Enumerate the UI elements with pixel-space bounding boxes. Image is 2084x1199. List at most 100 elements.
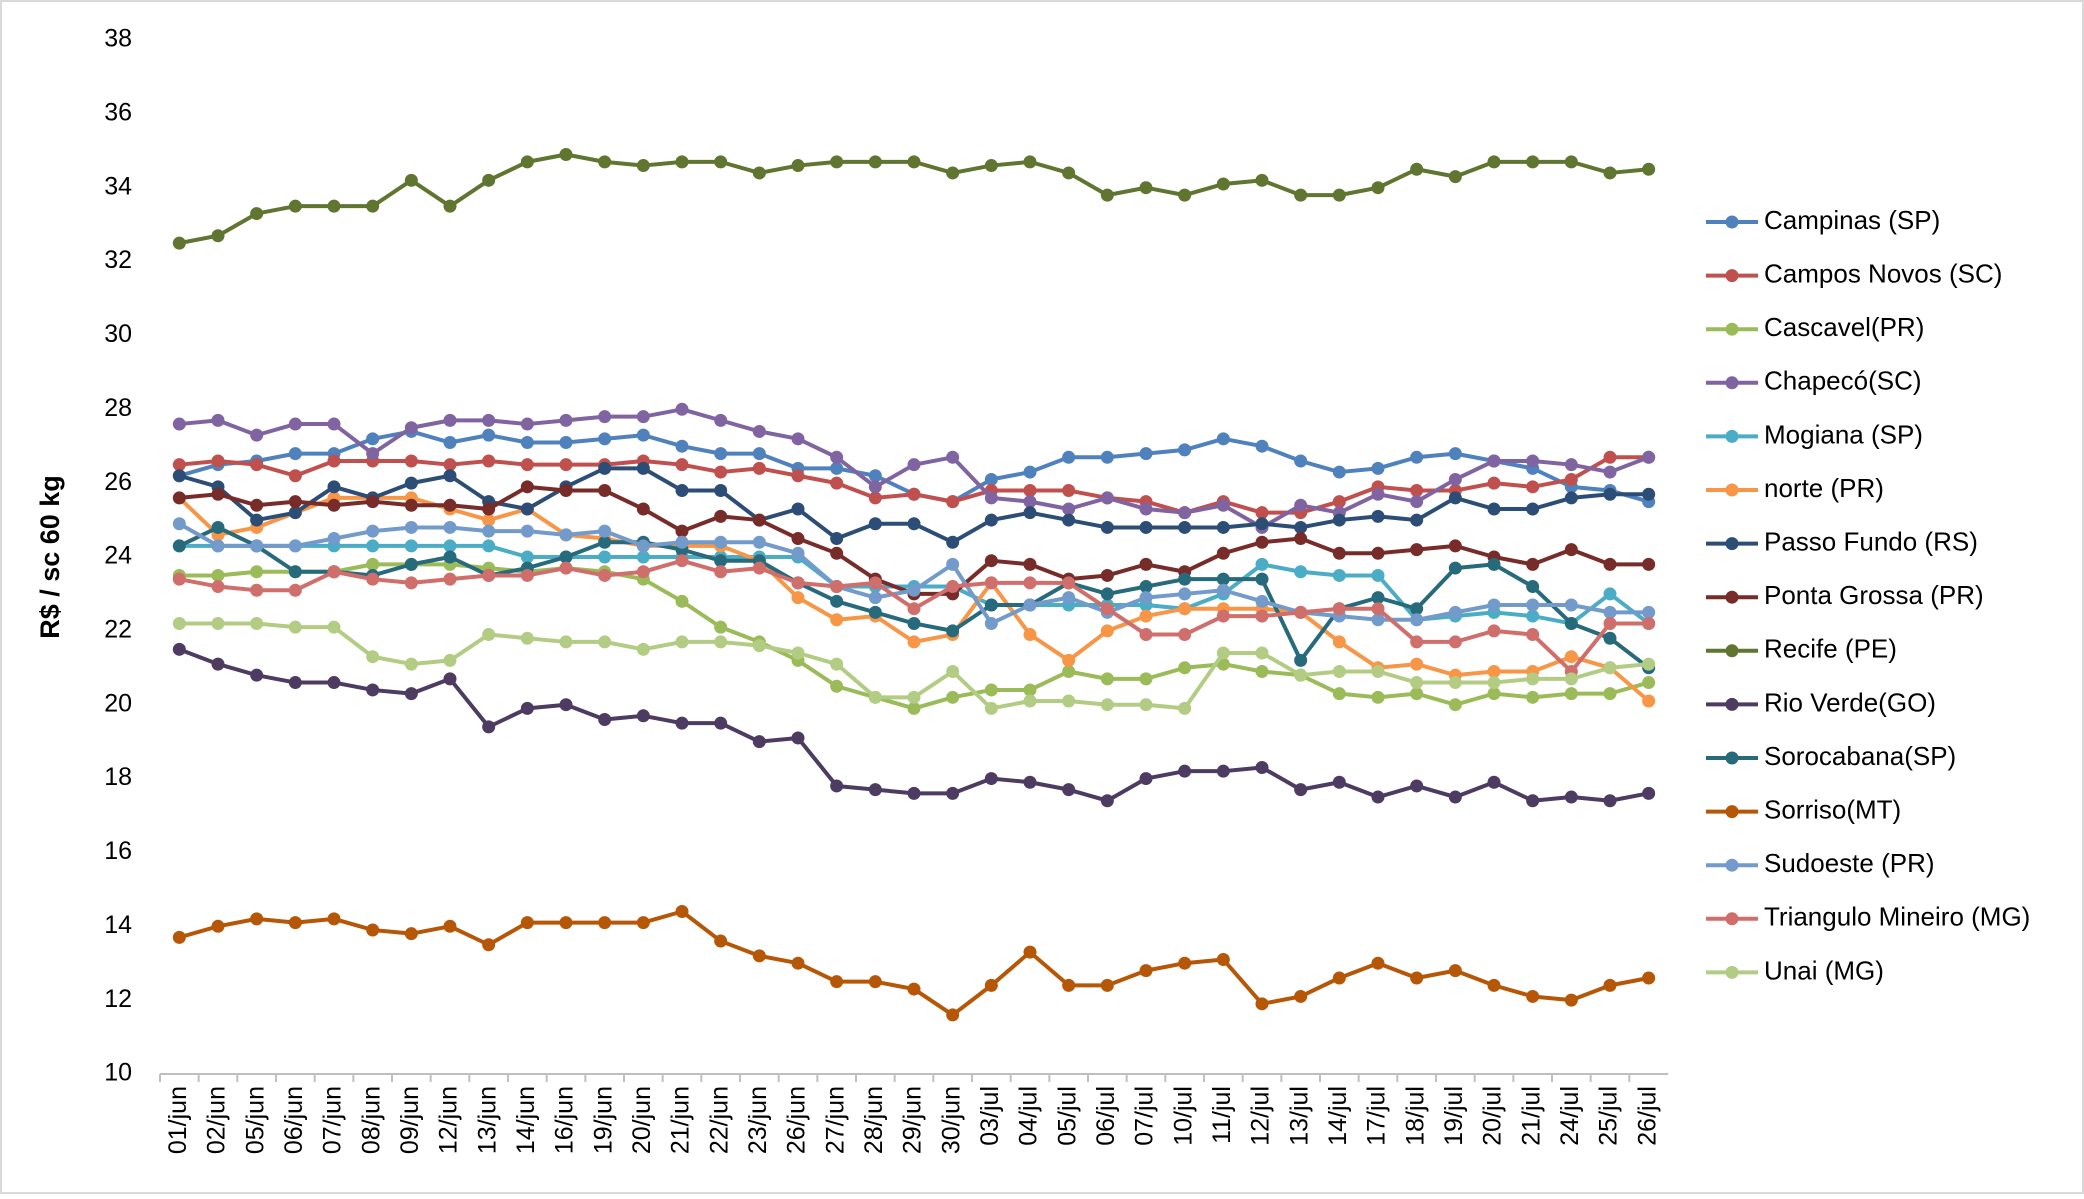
legend-marker bbox=[1725, 751, 1739, 765]
data-point bbox=[791, 532, 805, 546]
data-point bbox=[1294, 454, 1308, 468]
data-point bbox=[1526, 557, 1540, 571]
data-point bbox=[520, 502, 534, 516]
data-point bbox=[404, 927, 418, 941]
legend-label: norte (PR) bbox=[1764, 473, 1884, 503]
data-point bbox=[1603, 978, 1617, 992]
data-point bbox=[559, 528, 573, 542]
data-point bbox=[1216, 432, 1230, 446]
data-point bbox=[1332, 495, 1346, 509]
data-point bbox=[984, 598, 998, 612]
data-point bbox=[868, 975, 882, 989]
data-point bbox=[675, 716, 689, 730]
data-point bbox=[714, 413, 728, 427]
y-tick-label: 30 bbox=[104, 320, 132, 348]
data-point bbox=[172, 539, 186, 553]
data-point bbox=[1294, 668, 1308, 682]
data-point bbox=[752, 424, 766, 438]
data-point bbox=[984, 491, 998, 505]
data-point bbox=[1448, 635, 1462, 649]
data-point bbox=[443, 539, 457, 553]
data-point bbox=[907, 690, 921, 704]
data-point bbox=[598, 155, 612, 169]
legend-label: Campos Novos (SC) bbox=[1764, 258, 2002, 288]
y-tick-label: 18 bbox=[104, 763, 132, 791]
data-point bbox=[830, 580, 844, 594]
data-point bbox=[1139, 580, 1153, 594]
data-point bbox=[1642, 605, 1656, 619]
x-tick-label: 14/jun bbox=[512, 1086, 540, 1154]
data-point bbox=[1410, 543, 1424, 557]
data-point bbox=[1410, 613, 1424, 627]
data-point bbox=[636, 539, 650, 553]
data-point bbox=[1139, 447, 1153, 461]
data-point bbox=[1448, 790, 1462, 804]
data-point bbox=[714, 716, 728, 730]
data-point bbox=[366, 432, 380, 446]
data-point bbox=[1255, 646, 1269, 660]
data-point bbox=[1255, 506, 1269, 520]
data-point bbox=[675, 635, 689, 649]
data-point bbox=[1178, 587, 1192, 601]
data-point bbox=[946, 580, 960, 594]
data-point bbox=[1564, 458, 1578, 472]
data-point bbox=[1603, 631, 1617, 645]
data-point bbox=[714, 620, 728, 634]
data-point bbox=[1526, 628, 1540, 642]
data-point bbox=[636, 461, 650, 475]
data-point bbox=[714, 447, 728, 461]
data-point bbox=[830, 657, 844, 671]
x-tick-label: 09/jun bbox=[396, 1086, 424, 1154]
data-point bbox=[1216, 520, 1230, 534]
data-point bbox=[1371, 690, 1385, 704]
data-point bbox=[250, 912, 264, 926]
data-point bbox=[752, 513, 766, 527]
legend-label: Triangulo Mineiro (MG) bbox=[1764, 902, 2030, 932]
data-point bbox=[1603, 794, 1617, 808]
data-point bbox=[1332, 513, 1346, 527]
data-point bbox=[1410, 162, 1424, 176]
data-point bbox=[520, 631, 534, 645]
data-point bbox=[1371, 181, 1385, 195]
data-point bbox=[1603, 605, 1617, 619]
data-point bbox=[443, 919, 457, 933]
data-point bbox=[1139, 698, 1153, 712]
data-point bbox=[250, 616, 264, 630]
data-point bbox=[1371, 546, 1385, 560]
data-point bbox=[1023, 484, 1037, 498]
data-point bbox=[984, 978, 998, 992]
data-point bbox=[1642, 450, 1656, 464]
y-axis-title: R$ / sc 60 kg bbox=[35, 475, 65, 639]
data-point bbox=[1216, 764, 1230, 778]
data-point bbox=[907, 635, 921, 649]
data-point bbox=[1294, 188, 1308, 202]
data-point bbox=[250, 513, 264, 527]
data-point bbox=[250, 207, 264, 221]
data-point bbox=[830, 975, 844, 989]
data-point bbox=[482, 428, 496, 442]
data-point bbox=[1294, 783, 1308, 797]
data-point bbox=[868, 491, 882, 505]
legend-marker bbox=[1725, 215, 1739, 229]
data-point bbox=[366, 199, 380, 213]
x-tick-label: 07/jun bbox=[319, 1086, 347, 1154]
x-tick-label: 28/jun bbox=[860, 1086, 888, 1154]
data-point bbox=[1371, 461, 1385, 475]
data-point bbox=[1062, 694, 1076, 708]
data-point bbox=[443, 498, 457, 512]
data-point bbox=[482, 720, 496, 734]
data-point bbox=[636, 159, 650, 173]
data-point bbox=[752, 949, 766, 963]
data-point bbox=[288, 539, 302, 553]
data-point bbox=[211, 616, 225, 630]
data-point bbox=[1023, 155, 1037, 169]
legend-label: Passo Fundo (RS) bbox=[1764, 526, 1978, 556]
data-point bbox=[1603, 487, 1617, 501]
legend-label: Unai (MG) bbox=[1764, 955, 1884, 985]
x-tick-label: 02/jun bbox=[203, 1086, 231, 1154]
data-point bbox=[714, 635, 728, 649]
data-point bbox=[598, 410, 612, 424]
data-point bbox=[366, 539, 380, 553]
data-point bbox=[1255, 517, 1269, 531]
